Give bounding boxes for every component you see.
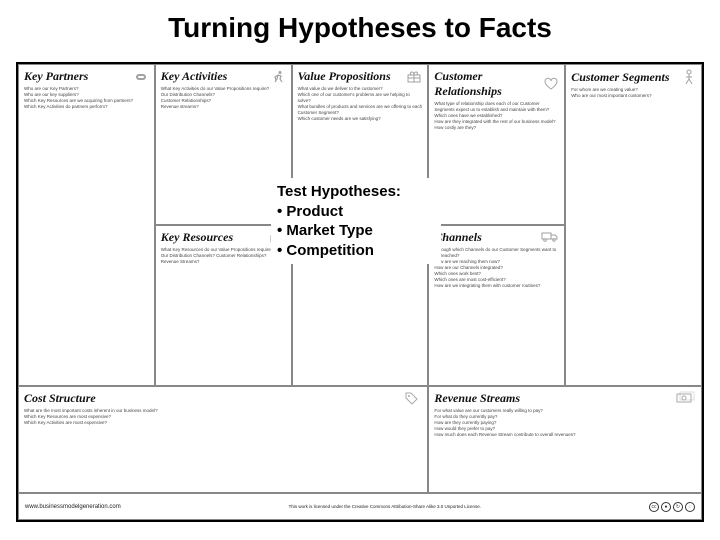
footer-url: www.businessmodelgeneration.com xyxy=(25,504,121,510)
block-customer-segments: Customer Segments For whom are we creati… xyxy=(565,64,702,386)
overlay-bullet: • Competition xyxy=(277,241,435,261)
link-icon xyxy=(133,70,149,84)
cc-badge-cc-icon: cc xyxy=(649,502,659,512)
block-title: Customer Relationships xyxy=(434,69,539,99)
person-icon xyxy=(682,69,696,85)
block-prompt: Who are our Key Partners? Who are our ke… xyxy=(24,86,149,110)
tags-icon xyxy=(404,391,422,405)
block-prompt: Through which Channels do our Customer S… xyxy=(434,247,559,289)
gift-icon xyxy=(406,70,422,84)
cc-badge-sa-icon: ↻ xyxy=(673,502,683,512)
runner-icon xyxy=(270,70,286,84)
block-title: Value Propositions xyxy=(298,69,391,84)
block-prompt: What Key Activities do our Value Proposi… xyxy=(161,86,286,110)
cc-badge-o-icon: ◌ xyxy=(685,502,695,512)
block-title: Cost Structure xyxy=(24,391,96,406)
block-revenue-streams: Revenue Streams For what value are our c… xyxy=(428,386,702,493)
cc-badge-by-icon: ● xyxy=(661,502,671,512)
block-title: Key Partners xyxy=(24,69,88,84)
overlay-bullets: • Product• Market Type• Competition xyxy=(277,202,435,261)
overlay-heading: Test Hypotheses: xyxy=(277,182,435,202)
block-customer-relationships: Customer Relationships What type of rela… xyxy=(428,64,565,225)
block-title: Customer Segments xyxy=(571,70,669,85)
hypotheses-overlay: Test Hypotheses: • Product• Market Type•… xyxy=(271,178,441,264)
block-key-partners: Key Partners Who are our Key Partners? W… xyxy=(18,64,155,386)
slide-title: Turning Hypotheses to Facts xyxy=(0,0,720,50)
overlay-bullet: • Product xyxy=(277,202,435,222)
cash-icon xyxy=(676,391,696,405)
block-prompt: What type of relationship does each of o… xyxy=(434,101,559,131)
block-title: Key Activities xyxy=(161,69,228,84)
block-cost-structure: Cost Structure What are the most importa… xyxy=(18,386,428,493)
block-title: Revenue Streams xyxy=(434,391,520,406)
overlay-bullet: • Market Type xyxy=(277,221,435,241)
truck-icon xyxy=(541,230,559,244)
block-prompt: For whom are we creating value? Who are … xyxy=(571,87,696,99)
block-prompt: What value do we deliver to the customer… xyxy=(298,86,423,122)
business-model-canvas: Key Partners Who are our Key Partners? W… xyxy=(16,62,704,522)
block-channels: Channels Through which Channels do our C… xyxy=(428,225,565,386)
footer-license: This work is licensed under the Creative… xyxy=(289,504,481,509)
canvas-footer: www.businessmodelgeneration.com This wor… xyxy=(18,493,702,520)
block-prompt: What Key Resources do our Value Proposit… xyxy=(161,247,286,265)
block-prompt: For what value are our customers really … xyxy=(434,408,696,438)
heart-icon xyxy=(543,77,559,91)
block-title: Key Resources xyxy=(161,230,233,245)
block-title: Channels xyxy=(434,230,481,245)
cc-badges: cc ● ↻ ◌ xyxy=(649,502,695,512)
block-prompt: What are the most important costs inhere… xyxy=(24,408,422,426)
